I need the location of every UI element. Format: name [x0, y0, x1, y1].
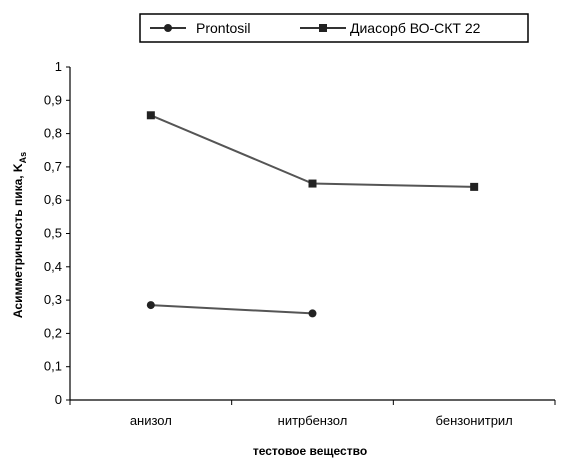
- x-tick-label: бензонитрил: [436, 413, 513, 428]
- y-tick-label: 0,2: [44, 325, 62, 340]
- legend-label-prontosil: Prontosil: [196, 20, 250, 36]
- plot-area: 0 0,1 0,2 0,3 0,4 0,5 0,6 0,7 0,8 0,9 1 анизол нитрб…: [44, 59, 556, 428]
- legend-marker-diasorb: [319, 24, 327, 32]
- series-line-diasorb: [150, 114, 475, 188]
- data-point: [146, 301, 155, 310]
- legend: Prontosil Диасорб ВО-СКТ 22: [139, 13, 529, 43]
- y-axis-title: Асимметричность пика, KAs: [11, 152, 28, 318]
- y-axis-title-text: Асимметричность пика, K: [11, 163, 25, 318]
- legend-label-diasorb: Диасорб ВО-СКТ 22: [350, 20, 481, 36]
- y-tick-label: 0,6: [44, 192, 62, 207]
- y-tick-label: 0,7: [44, 159, 62, 174]
- y-tick-label: 0,3: [44, 292, 62, 307]
- series-line-prontosil: [150, 304, 313, 315]
- y-axis-title-subscript: As: [18, 152, 28, 164]
- x-tick-label: нитрбензол: [278, 413, 348, 428]
- x-axis-title: тестовое вещество: [253, 444, 367, 458]
- y-tick-label: 1: [55, 59, 62, 74]
- y-tick-label: 0,8: [44, 126, 62, 141]
- data-point: [470, 182, 479, 191]
- data-point: [308, 309, 317, 318]
- y-tick-label: 0,1: [44, 359, 62, 374]
- y-tick-label: 0,5: [44, 226, 62, 241]
- legend-marker-prontosil: [164, 24, 172, 32]
- data-point: [308, 179, 317, 188]
- data-point: [146, 111, 155, 120]
- y-tick-label: 0,4: [44, 259, 62, 274]
- y-tick-label: 0,9: [44, 92, 62, 107]
- x-tick-label: анизол: [130, 413, 172, 428]
- y-tick-label: 0: [55, 392, 62, 407]
